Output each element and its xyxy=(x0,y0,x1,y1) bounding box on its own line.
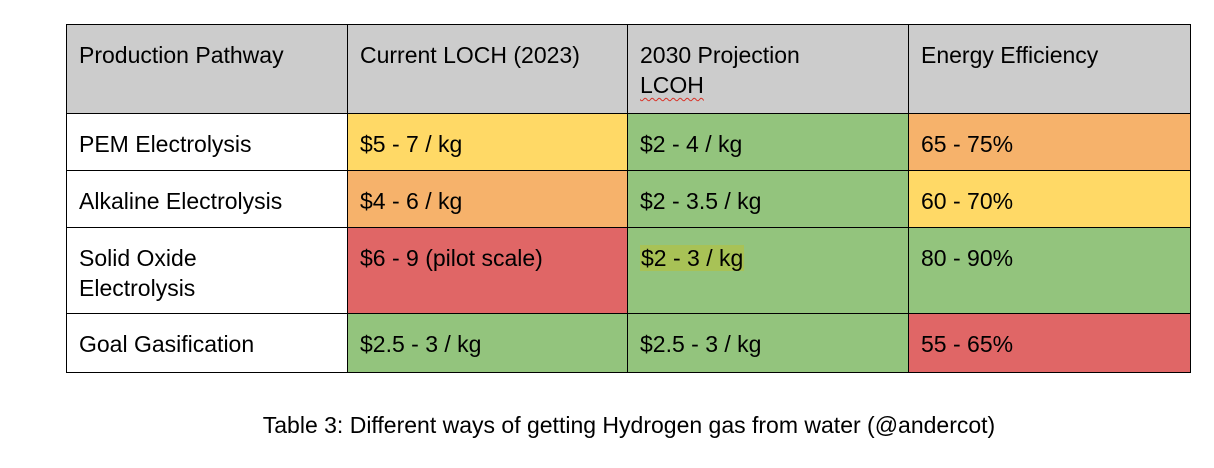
current-cost-cell: $2.5 - 3 / kg xyxy=(347,313,628,373)
pathway-line2: Electrolysis xyxy=(79,275,196,301)
header-2030-projection: 2030 Projection LCOH xyxy=(627,24,909,114)
header-current-loch: Current LOCH (2023) xyxy=(347,24,628,114)
table-row: Alkaline Electrolysis $4 - 6 / kg $2 - 3… xyxy=(66,170,1191,228)
projection-cost-cell: $2 - 3.5 / kg xyxy=(627,170,909,228)
header-lcoh-word: LCOH xyxy=(640,72,704,98)
pathway-line1: Solid Oxide xyxy=(79,245,197,271)
header-2030-projection-line1: 2030 Projection xyxy=(640,42,800,68)
current-cost-cell: $6 - 9 (pilot scale) xyxy=(347,227,628,314)
pathway-cell: Solid Oxide Electrolysis xyxy=(66,227,348,314)
projection-cost-cell: $2 - 3 / kg xyxy=(627,227,909,314)
table-row: Goal Gasification $2.5 - 3 / kg $2.5 - 3… xyxy=(66,313,1191,373)
projection-cost-cell: $2.5 - 3 / kg xyxy=(627,313,909,373)
hydrogen-pathways-table: Production Pathway Current LOCH (2023) 2… xyxy=(66,24,1191,373)
pathway-cell: PEM Electrolysis xyxy=(66,113,348,171)
header-energy-efficiency: Energy Efficiency xyxy=(908,24,1191,114)
current-cost-cell: $4 - 6 / kg xyxy=(347,170,628,228)
pathway-cell: Goal Gasification xyxy=(66,313,348,373)
current-cost-cell: $5 - 7 / kg xyxy=(347,113,628,171)
table-row: PEM Electrolysis $5 - 7 / kg $2 - 4 / kg… xyxy=(66,113,1191,171)
table-caption: Table 3: Different ways of getting Hydro… xyxy=(262,412,996,438)
efficiency-cell: 60 - 70% xyxy=(908,170,1191,228)
header-production-pathway: Production Pathway xyxy=(66,24,348,114)
highlighted-text: $2 - 3 / kg xyxy=(640,245,745,271)
projection-cost-cell: $2 - 4 / kg xyxy=(627,113,909,171)
pathway-cell: Alkaline Electrolysis xyxy=(66,170,348,228)
efficiency-cell: 65 - 75% xyxy=(908,113,1191,171)
table-row: Solid Oxide Electrolysis $6 - 9 (pilot s… xyxy=(66,227,1191,314)
efficiency-cell: 80 - 90% xyxy=(908,227,1191,314)
efficiency-cell: 55 - 65% xyxy=(908,313,1191,373)
table-header-row: Production Pathway Current LOCH (2023) 2… xyxy=(66,24,1191,114)
